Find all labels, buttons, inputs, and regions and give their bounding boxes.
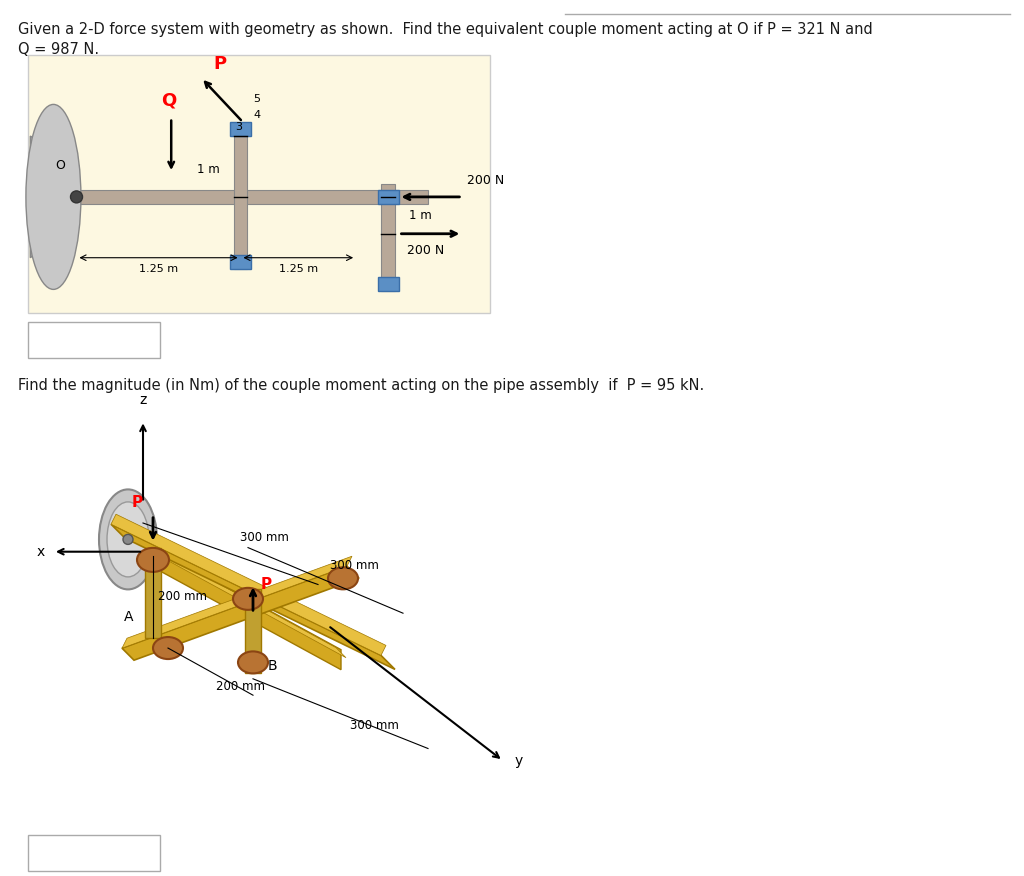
Ellipse shape: [233, 588, 263, 610]
Text: z: z: [139, 392, 146, 406]
Text: 5: 5: [253, 94, 260, 104]
Text: Given a 2-D force system with geometry as shown.  Find the equivalent couple mom: Given a 2-D force system with geometry a…: [18, 22, 872, 37]
Polygon shape: [111, 524, 395, 669]
Text: P: P: [213, 55, 226, 73]
Bar: [378, 277, 398, 291]
Text: Find the magnitude (in Nm) of the couple moment acting on the pipe assembly  if : Find the magnitude (in Nm) of the couple…: [18, 378, 705, 393]
Ellipse shape: [238, 652, 268, 674]
Bar: [28, 322, 160, 358]
Text: P: P: [261, 577, 272, 592]
Text: A: A: [124, 611, 133, 625]
Text: y: y: [515, 754, 523, 767]
Text: P: P: [132, 495, 143, 510]
Ellipse shape: [106, 502, 150, 577]
Polygon shape: [122, 566, 359, 661]
Text: 200 mm: 200 mm: [158, 590, 207, 604]
Bar: [77, 190, 428, 203]
Polygon shape: [111, 514, 386, 655]
Text: 1 m: 1 m: [197, 163, 220, 176]
Text: 300 mm: 300 mm: [350, 718, 399, 731]
Text: x: x: [37, 545, 45, 559]
Polygon shape: [31, 136, 79, 258]
Text: Q: Q: [162, 92, 177, 110]
Bar: [230, 122, 251, 136]
Bar: [378, 190, 398, 204]
Text: 300 mm: 300 mm: [241, 531, 290, 544]
Bar: [230, 255, 251, 269]
Polygon shape: [143, 541, 341, 669]
Circle shape: [123, 534, 133, 544]
Text: 200 N: 200 N: [407, 244, 444, 257]
Polygon shape: [145, 548, 161, 638]
Ellipse shape: [26, 104, 81, 289]
Text: 1 m: 1 m: [410, 208, 432, 222]
Text: 1.25 m: 1.25 m: [279, 264, 317, 273]
Text: 200 N: 200 N: [467, 173, 504, 187]
Polygon shape: [245, 589, 261, 673]
Polygon shape: [138, 540, 346, 658]
Bar: [28, 55, 490, 313]
Bar: [233, 125, 248, 269]
Text: 200 mm: 200 mm: [215, 680, 264, 693]
Ellipse shape: [153, 637, 183, 659]
Ellipse shape: [328, 568, 358, 590]
Polygon shape: [122, 556, 352, 648]
Ellipse shape: [137, 548, 169, 572]
Text: B: B: [268, 660, 278, 674]
Text: 4: 4: [253, 110, 260, 120]
Bar: [28, 835, 160, 871]
Circle shape: [71, 191, 83, 203]
Text: Q = 987 N.: Q = 987 N.: [18, 42, 99, 57]
Text: 1.25 m: 1.25 m: [139, 264, 178, 273]
Bar: [381, 184, 395, 291]
Text: 3: 3: [234, 122, 242, 132]
Ellipse shape: [99, 490, 157, 590]
Text: 300 mm: 300 mm: [331, 560, 379, 572]
Text: O: O: [55, 159, 66, 172]
